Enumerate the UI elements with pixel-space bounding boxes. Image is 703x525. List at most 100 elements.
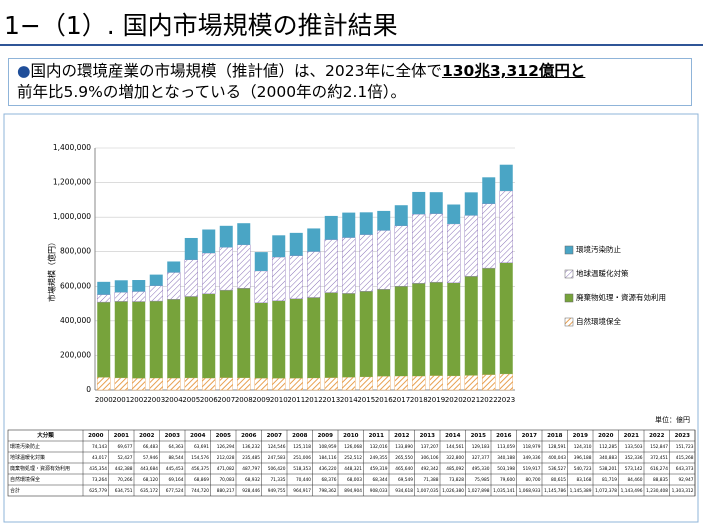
table-cell: 92,947 [678, 477, 693, 483]
table-cell: 81,719 [602, 477, 617, 483]
bar-segment [429, 213, 443, 283]
bar-segment [272, 378, 286, 391]
bar-segment [272, 235, 286, 258]
table-cell: 1,026,380 [442, 488, 464, 494]
x-tick-label: 2023 [497, 396, 515, 404]
table-cell: 80,700 [525, 477, 540, 483]
table-cell: 1,143,496 [621, 488, 643, 494]
bar-segment [499, 164, 513, 191]
bar-segment [184, 296, 198, 378]
table-cell: 252,512 [344, 455, 362, 461]
bar-segment [412, 375, 426, 391]
table-cell: 113,059 [497, 444, 515, 450]
table-cell: 485,092 [446, 466, 464, 472]
table-cell: 503,198 [497, 466, 515, 472]
table-cell: 68,344 [372, 477, 387, 483]
table-cell: 133,503 [625, 444, 643, 450]
table-cell: 43,017 [92, 455, 107, 461]
table-cell: 235,485 [242, 455, 260, 461]
table-cell: 184,116 [319, 455, 337, 461]
y-tick-label: 600,000 [60, 281, 91, 290]
table-cell: 1,072,378 [595, 488, 617, 494]
table-cell: 495,330 [472, 466, 490, 472]
table-year: 2021 [624, 433, 639, 439]
bar-segment [272, 256, 286, 301]
x-tick-label: 2006 [200, 396, 218, 404]
x-tick-label: 2015 [357, 396, 375, 404]
bar-segment [289, 298, 303, 379]
table-cell: 57,946 [143, 455, 158, 461]
table-cell: 66,483 [143, 444, 158, 450]
table-cell: 132,016 [370, 444, 388, 450]
bar-segment [219, 225, 233, 248]
x-tick-label: 2020 [445, 396, 463, 404]
table-cell: 129,183 [472, 444, 490, 450]
x-tick-label: 2001 [112, 396, 130, 404]
table-cell: 68,932 [245, 477, 260, 483]
table-cell: 124,546 [268, 444, 286, 450]
table-year: 2008 [292, 433, 307, 439]
table-year: 2022 [649, 433, 664, 439]
table-cell: 136,232 [242, 444, 260, 450]
bar-segment [447, 375, 461, 391]
y-tick-label: 800,000 [60, 247, 91, 256]
table-cell: 112,285 [599, 444, 617, 450]
bar-segment [237, 288, 251, 378]
table-cell: 68,376 [321, 477, 336, 483]
table-year: 2018 [547, 433, 562, 439]
table-cell: 125,118 [293, 444, 311, 450]
legend-swatch [564, 293, 574, 303]
bar-segment [272, 300, 286, 379]
table-cell: 1,145,786 [544, 488, 566, 494]
table-cell: 400,043 [548, 455, 566, 461]
bullet: ● [17, 62, 31, 80]
table-cell: 133,890 [395, 444, 413, 450]
table-cell: 415,268 [676, 455, 694, 461]
table-cell: 964,917 [293, 488, 311, 494]
legend-label: 地球温暖化対策 [576, 268, 629, 278]
bar-segment [114, 301, 128, 378]
table-cell: 643,373 [676, 466, 694, 472]
table-cell: 88,835 [653, 477, 668, 483]
table-cell: 340,188 [497, 455, 515, 461]
table-year: 2014 [445, 433, 460, 439]
bar-segment [184, 237, 198, 260]
legend-label: 自然環境保全 [576, 316, 621, 326]
bar-segment [254, 302, 268, 379]
table-year: 2009 [318, 433, 333, 439]
table-year: 2010 [343, 433, 358, 439]
table-year: 2001 [114, 433, 129, 439]
table-cell: 68,120 [143, 477, 158, 483]
bar-segment [342, 237, 356, 294]
bar-segment [324, 215, 338, 240]
bar-segment [254, 270, 268, 303]
table-cell: 519,917 [523, 466, 541, 472]
table-cell: 73,828 [449, 477, 464, 483]
legend-swatch [564, 245, 574, 255]
table-cell: 518,353 [293, 466, 311, 472]
bar-segment [219, 377, 233, 391]
bar-segment [149, 274, 163, 286]
bar-segment [167, 377, 181, 391]
bar-segment [342, 377, 356, 391]
table-cell: 1,068,933 [519, 488, 541, 494]
table-cell: 436,220 [319, 466, 337, 472]
bar-segment [289, 232, 303, 256]
bar-segment [412, 283, 426, 377]
bar-segment [377, 230, 391, 290]
table-year: 2019 [573, 433, 588, 439]
table-cell: 1,230,408 [646, 488, 668, 494]
bar-segment [167, 261, 181, 273]
table-cell: 137,207 [421, 444, 439, 450]
bar-segment [167, 272, 181, 300]
x-tick-label: 2021 [462, 396, 480, 404]
table-cell: 540,723 [574, 466, 592, 472]
table-cell: 1,027,898 [468, 488, 490, 494]
y-tick-label: 1,200,000 [53, 178, 91, 187]
table-cell: 1,303,312 [672, 488, 694, 494]
bar-segment [377, 210, 391, 231]
table-cell: 69,164 [168, 477, 183, 483]
title-rule [0, 44, 703, 46]
table-cell: 894,904 [344, 488, 362, 494]
